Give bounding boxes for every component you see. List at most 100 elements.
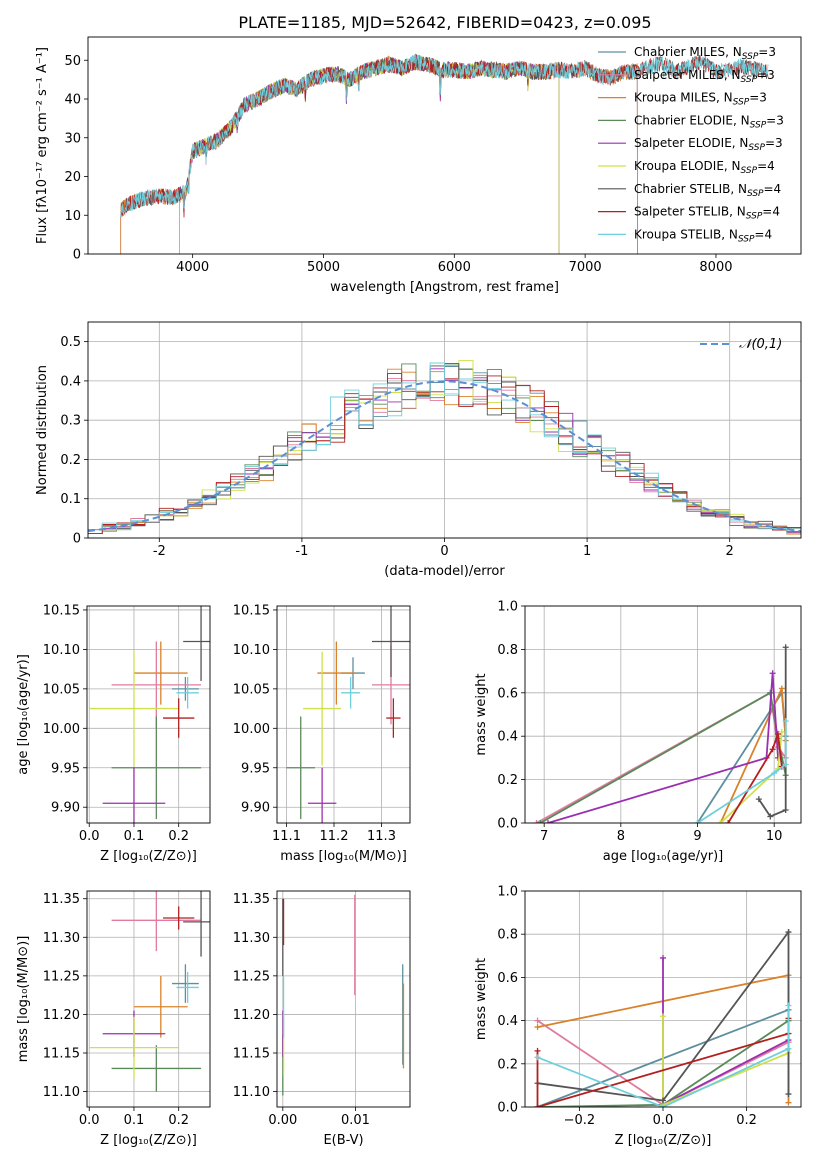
x-tick-label: 1	[583, 544, 591, 559]
spectrum-legend: Chabrier MILES, NSSP=3 Salpeter MILES, NS…	[598, 45, 784, 244]
weight-marker	[660, 1013, 666, 1020]
x-tick-label: 11.3	[367, 829, 396, 844]
weight-marker	[782, 761, 789, 768]
y-tick-label: 11.10	[233, 1085, 270, 1100]
legend-label: Kroupa ELODIE, NSSP=4	[634, 159, 775, 176]
x-tick-label: 0.2	[168, 829, 189, 844]
grid	[87, 891, 210, 1107]
residual-legend: 𝒩(0,1)	[700, 337, 782, 352]
x-tick-label: 0.00	[268, 1113, 297, 1128]
y-tick-label: 0.5	[60, 335, 81, 350]
spectrum-line-2	[120, 54, 638, 254]
data-layer	[89, 606, 210, 823]
y-tick-label: 10.10	[43, 643, 80, 658]
x-tick-label: 6000	[438, 260, 471, 275]
legend-label: 𝒩(0,1)	[739, 337, 782, 352]
x-axis-label: E(B-V)	[323, 1133, 363, 1148]
x-axis-label: age [log₁₀(age/yr)]	[603, 849, 724, 864]
x-tick-label: 8000	[699, 260, 732, 275]
x-tick-label: 5000	[307, 260, 340, 275]
grid	[87, 606, 210, 823]
y-tick-label: 0.8	[497, 643, 518, 658]
weight-marker	[534, 1024, 541, 1031]
y-tick-label: 10.00	[43, 722, 80, 737]
axes-frame	[86, 890, 211, 1108]
axes: 11.1 11.2 11.3 9.90 9.95 10.00 10.05 10.10 10.15…	[233, 603, 411, 864]
x-tick-label: 10	[766, 829, 783, 844]
weight-marker	[785, 929, 792, 936]
y-tick-label: 11.30	[233, 931, 270, 946]
weight-marker	[537, 820, 544, 823]
residuals-plot: -2 -1 0 1 2 0 0.1 0.2 0.3 0.4 0.5 (data-model)/erro…	[35, 321, 802, 579]
weight-marker	[534, 1017, 541, 1024]
x-tick-label: 7	[540, 829, 548, 844]
y-tick-label: 11.25	[43, 969, 80, 984]
weight-marker	[769, 670, 776, 677]
normal-curve	[88, 380, 801, 533]
y-tick-label: 11.15	[233, 1047, 270, 1062]
x-axis-label: (data-model)/error	[384, 564, 505, 579]
y-tick-label: 11.20	[43, 1008, 80, 1023]
y-tick-label: 10.05	[233, 682, 270, 697]
grid	[525, 605, 801, 824]
spectrum-line-4	[179, 55, 560, 254]
legend-label: Kroupa MILES, NSSP=3	[634, 91, 767, 108]
x-tick-label: 0.01	[341, 1113, 370, 1128]
y-tick-label: 9.90	[51, 801, 80, 816]
y-axis-label: mass [log₁₀(M/M⊙)]	[16, 936, 31, 1063]
x-axis-label: Z [log₁₀(Z/Z⊙)]	[100, 849, 197, 864]
y-tick-label: 0.6	[497, 686, 518, 701]
weight-marker	[767, 813, 774, 820]
y-tick-label: 10.15	[233, 603, 270, 618]
axes: 0.0 0.1 0.2 9.90 9.95 10.00 10.05 10.10 10.15 Z […	[16, 603, 211, 864]
y-tick-label: 1.0	[497, 885, 518, 900]
y-tick-label: 10.05	[43, 682, 80, 697]
weight-marker	[778, 685, 785, 692]
axes: 7 8 9 10 0.0 0.2 0.4 0.6 0.8 1.0 age [log₁₀(age/yr…	[474, 600, 802, 864]
y-tick-label: 11.35	[233, 892, 270, 907]
weight-line-5	[719, 731, 783, 823]
weight-marker	[534, 1104, 541, 1107]
y-tick-label: 0	[73, 248, 81, 263]
weight-line-3	[539, 691, 787, 823]
weight-marker	[755, 796, 762, 803]
weight-marker	[660, 954, 666, 961]
weight_vs_age-plot: 7 8 9 10 0.0 0.2 0.4 0.6 0.8 1.0 age [log₁₀(age/yr…	[474, 600, 802, 864]
y-tick-label: 9.95	[241, 761, 270, 776]
legend-label: Kroupa STELIB, NSSP=4	[634, 227, 772, 244]
weight-marker	[775, 731, 781, 738]
y-tick-label: 0.2	[497, 773, 518, 788]
x-tick-label: 2	[726, 544, 734, 559]
weight-marker	[694, 820, 701, 823]
weight-marker	[785, 1045, 792, 1052]
y-axis-label: age [log₁₀(age/yr)]	[16, 654, 31, 775]
spectrum-line-5	[179, 54, 560, 254]
weight-line-4	[662, 958, 789, 1107]
y-tick-label: 20	[64, 170, 81, 185]
weight-marker	[725, 820, 732, 823]
x-tick-label: 0.0	[79, 1113, 100, 1128]
x-axis-label: mass [log₁₀(M/M⊙)]	[280, 849, 407, 864]
x-tick-label: −0.2	[564, 1113, 596, 1128]
legend-label: Salpeter STELIB, NSSP=4	[634, 205, 780, 222]
weight-marker	[782, 806, 789, 813]
weight-marker	[785, 1091, 792, 1098]
weight-marker	[785, 1002, 792, 1009]
weight-line-2	[719, 688, 787, 823]
y-tick-label: 11.10	[43, 1085, 80, 1100]
y-tick-label: 11.35	[43, 892, 80, 907]
axes-frame	[86, 605, 211, 824]
age_vs_Z-plot: 0.0 0.1 0.2 9.90 9.95 10.00 10.05 10.10 10.15 Z […	[16, 603, 211, 864]
x-tick-label: 0.1	[124, 829, 145, 844]
x-tick-label: 11.2	[320, 829, 349, 844]
weight-marker	[778, 728, 785, 735]
y-tick-label: 0.4	[60, 374, 81, 389]
x-tick-label: 0.0	[79, 829, 100, 844]
data-layer	[88, 360, 801, 535]
spectrum-plot: 4000 5000 6000 7000 8000 0 10 20 30 40 50 wavelengt…	[35, 36, 802, 295]
x-axis-label: Z [log₁₀(Z/Z⊙)]	[615, 1133, 712, 1148]
y-tick-label: 0.2	[60, 453, 81, 468]
axes: −0.2 0.0 0.2 0.0 0.2 0.4 0.6 0.8 1.0 Z [log₁₀(Z/Z…	[474, 885, 802, 1148]
weight-line-8	[537, 1005, 790, 1107]
